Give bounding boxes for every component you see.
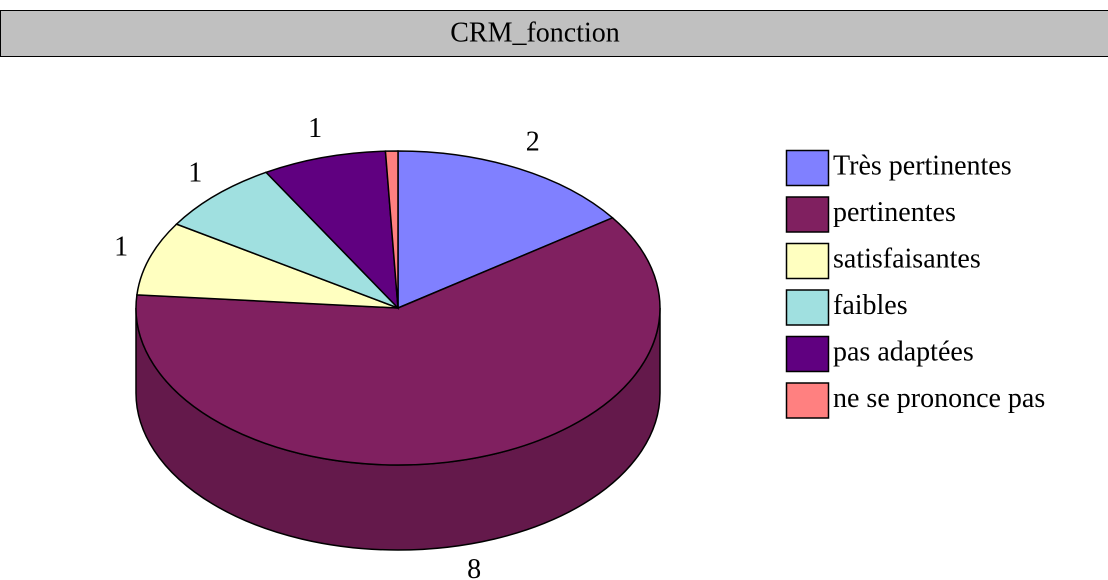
title-bar	[0, 10, 1108, 57]
data-label: 2	[526, 126, 540, 157]
legend-label: Très pertinentes	[833, 150, 1012, 181]
legend-label: faibles	[833, 290, 908, 321]
pie-slice	[384, 150, 399, 309]
data-label: 1	[188, 157, 202, 188]
pie-slice	[264, 150, 399, 311]
data-label: 1	[114, 232, 128, 263]
data-label: 1	[308, 113, 322, 144]
legend-swatch	[785, 289, 830, 326]
chart-title: CRM_fonction	[450, 17, 620, 48]
legend-label: ne se prononce pas	[833, 383, 1045, 414]
data-label: 8	[467, 554, 481, 580]
legend-swatch	[785, 196, 830, 233]
legend-label: satisfaisantes	[833, 243, 981, 274]
legend-label: pas adaptées	[833, 336, 974, 367]
pie-slice	[136, 223, 399, 309]
legend-swatch	[785, 242, 830, 280]
pie-slice	[397, 150, 614, 310]
legend-label: pertinentes	[833, 197, 956, 228]
legend-swatch	[785, 382, 830, 419]
pie-slice	[175, 171, 399, 309]
legend-swatch	[785, 335, 830, 373]
legend-swatch	[785, 149, 830, 187]
pie-slice	[135, 216, 661, 466]
